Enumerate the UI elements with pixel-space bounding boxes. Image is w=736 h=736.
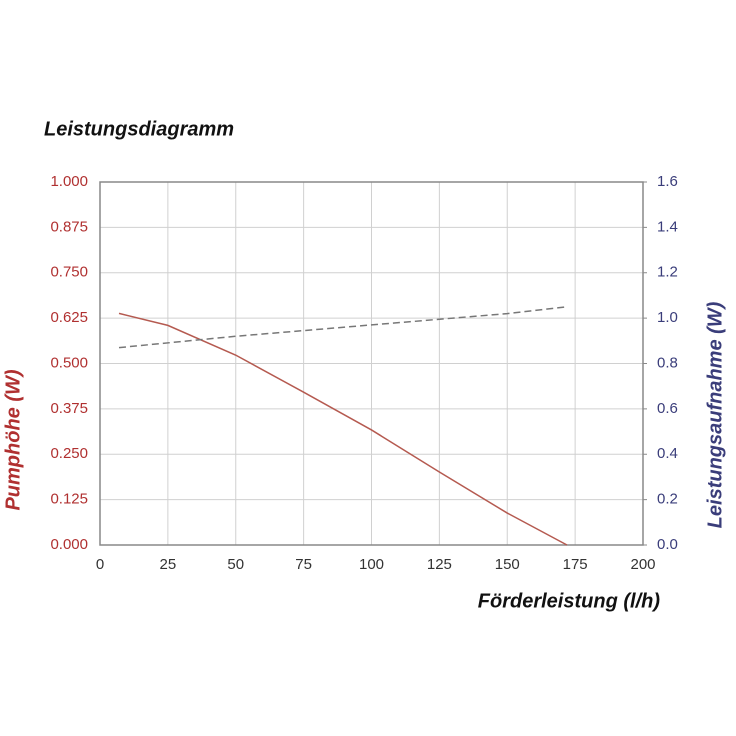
y-tick-label: 0.500 bbox=[50, 354, 88, 371]
y2-tick-label: 0.4 bbox=[657, 445, 678, 462]
y-tick-label: 0.625 bbox=[50, 309, 88, 326]
x-tick-label: 100 bbox=[359, 556, 384, 573]
x-tick-label: 25 bbox=[160, 556, 177, 573]
x-tick-label: 0 bbox=[96, 556, 104, 573]
series-line bbox=[118, 312, 568, 546]
y2-tick-label: 0.0 bbox=[657, 536, 678, 553]
y2-tick-label: 0.2 bbox=[657, 491, 678, 508]
y-tick-label: 0.375 bbox=[50, 400, 88, 417]
y-axis-title: Pumphöhe (W) bbox=[2, 369, 24, 510]
x-tick-label: 125 bbox=[427, 556, 452, 573]
x-tick-label: 150 bbox=[495, 556, 520, 573]
x-tick-label: 50 bbox=[227, 556, 244, 573]
plot-border bbox=[99, 181, 644, 546]
y2-tick-label: 1.4 bbox=[657, 218, 678, 235]
y-tick-label: 0.875 bbox=[50, 218, 88, 235]
y-tick-label: 0.750 bbox=[50, 264, 88, 281]
y-tick-label: 0.125 bbox=[50, 491, 88, 508]
y2-tick-label: 0.6 bbox=[657, 400, 678, 417]
x-axis-title: Förderleistung (l/h) bbox=[478, 590, 661, 612]
y2-tick-label: 1.6 bbox=[657, 173, 678, 190]
x-tick-label: 75 bbox=[295, 556, 312, 573]
y2-tick-label: 1.0 bbox=[657, 309, 678, 326]
y-tick-label: 1.000 bbox=[50, 173, 88, 190]
y2-axis-title: Leistungsaufnahme (W) bbox=[704, 301, 726, 528]
y2-tick-label: 1.2 bbox=[657, 264, 678, 281]
y-tick-label: 0.250 bbox=[50, 445, 88, 462]
y-tick-label: 0.000 bbox=[50, 536, 88, 553]
x-tick-label: 175 bbox=[563, 556, 588, 573]
y2-tick-label: 0.8 bbox=[657, 354, 678, 371]
x-tick-label: 200 bbox=[630, 556, 655, 573]
chart-title: Leistungsdiagramm bbox=[44, 118, 234, 140]
series-line bbox=[118, 306, 568, 349]
